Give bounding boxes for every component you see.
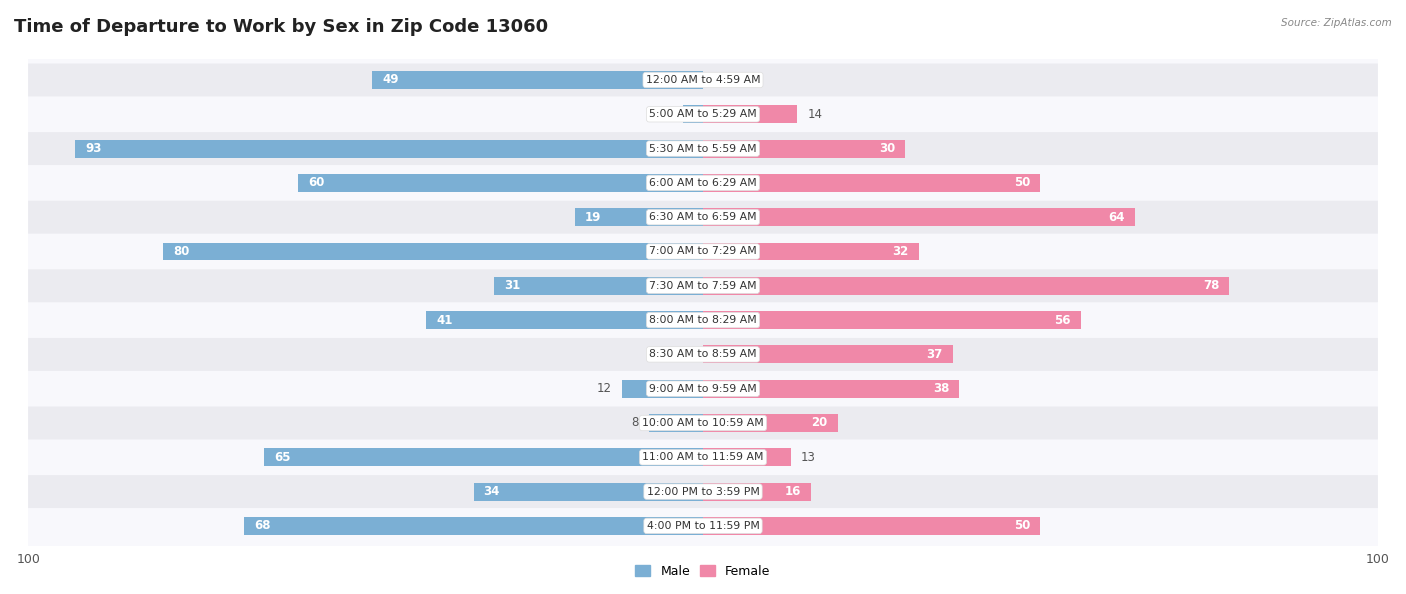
Bar [703,242,920,260]
Bar [494,277,703,295]
Text: 11:00 AM to 11:59 AM: 11:00 AM to 11:59 AM [643,452,763,462]
Bar [703,346,953,364]
FancyBboxPatch shape [28,235,1378,268]
FancyBboxPatch shape [28,338,1378,371]
Bar [703,517,1040,535]
Text: 19: 19 [585,211,602,224]
Text: 32: 32 [893,245,908,258]
Bar [426,311,703,329]
Bar [703,140,905,157]
FancyBboxPatch shape [28,441,1378,474]
Text: 12:00 PM to 3:59 PM: 12:00 PM to 3:59 PM [647,486,759,497]
Text: 8: 8 [631,416,638,429]
Bar [703,414,838,432]
Text: 7:30 AM to 7:59 AM: 7:30 AM to 7:59 AM [650,281,756,291]
Bar [621,380,703,397]
Bar [163,242,703,260]
Text: 9:00 AM to 9:59 AM: 9:00 AM to 9:59 AM [650,384,756,394]
Text: 14: 14 [807,108,823,121]
Text: 10:00 AM to 10:59 AM: 10:00 AM to 10:59 AM [643,418,763,428]
Text: 56: 56 [1054,314,1071,327]
Text: 41: 41 [436,314,453,327]
Bar [76,140,703,157]
Bar [650,414,703,432]
Bar [298,174,703,192]
Legend: Male, Female: Male, Female [630,558,776,584]
FancyBboxPatch shape [28,406,1378,440]
Bar [373,71,703,89]
Bar [575,208,703,226]
Text: 93: 93 [86,142,101,155]
Text: 30: 30 [879,142,896,155]
Bar [703,311,1081,329]
Text: 60: 60 [308,176,325,189]
Text: 50: 50 [1014,519,1031,532]
Bar [703,277,1229,295]
Bar [703,448,790,466]
Text: 65: 65 [274,451,291,464]
FancyBboxPatch shape [28,132,1378,165]
Text: 5:30 AM to 5:59 AM: 5:30 AM to 5:59 AM [650,144,756,154]
Bar [703,380,959,397]
Text: 6:30 AM to 6:59 AM: 6:30 AM to 6:59 AM [650,212,756,222]
FancyBboxPatch shape [28,475,1378,508]
Text: 8:00 AM to 8:29 AM: 8:00 AM to 8:29 AM [650,315,756,325]
Bar [474,483,703,501]
Text: 78: 78 [1204,279,1219,292]
Text: 8:30 AM to 8:59 AM: 8:30 AM to 8:59 AM [650,349,756,359]
Bar [683,105,703,123]
Text: 4:00 PM to 11:59 PM: 4:00 PM to 11:59 PM [647,521,759,531]
FancyBboxPatch shape [28,98,1378,131]
FancyBboxPatch shape [28,510,1378,542]
Text: 20: 20 [811,416,828,429]
Text: 31: 31 [503,279,520,292]
Bar [703,105,797,123]
Text: 13: 13 [801,451,815,464]
Text: 37: 37 [927,348,942,361]
FancyBboxPatch shape [28,201,1378,233]
Bar [245,517,703,535]
FancyBboxPatch shape [28,372,1378,405]
Text: 5:00 AM to 5:29 AM: 5:00 AM to 5:29 AM [650,109,756,119]
Bar [703,174,1040,192]
Text: 6:00 AM to 6:29 AM: 6:00 AM to 6:29 AM [650,178,756,188]
Text: 80: 80 [173,245,190,258]
FancyBboxPatch shape [28,304,1378,337]
Bar [703,483,811,501]
Text: 0: 0 [686,348,693,361]
FancyBboxPatch shape [28,166,1378,200]
Bar [703,208,1135,226]
Text: 68: 68 [254,519,271,532]
Text: 38: 38 [934,382,949,395]
Text: 3: 3 [665,108,672,121]
Text: 49: 49 [382,74,399,87]
Text: Time of Departure to Work by Sex in Zip Code 13060: Time of Departure to Work by Sex in Zip … [14,18,548,36]
Text: 50: 50 [1014,176,1031,189]
FancyBboxPatch shape [28,269,1378,302]
Bar [264,448,703,466]
Text: 64: 64 [1108,211,1125,224]
Text: Source: ZipAtlas.com: Source: ZipAtlas.com [1281,18,1392,28]
Text: 7:00 AM to 7:29 AM: 7:00 AM to 7:29 AM [650,247,756,257]
Text: 0: 0 [713,74,720,87]
Text: 34: 34 [484,485,501,498]
Text: 16: 16 [785,485,801,498]
Text: 12:00 AM to 4:59 AM: 12:00 AM to 4:59 AM [645,75,761,85]
Text: 12: 12 [598,382,612,395]
FancyBboxPatch shape [28,64,1378,96]
